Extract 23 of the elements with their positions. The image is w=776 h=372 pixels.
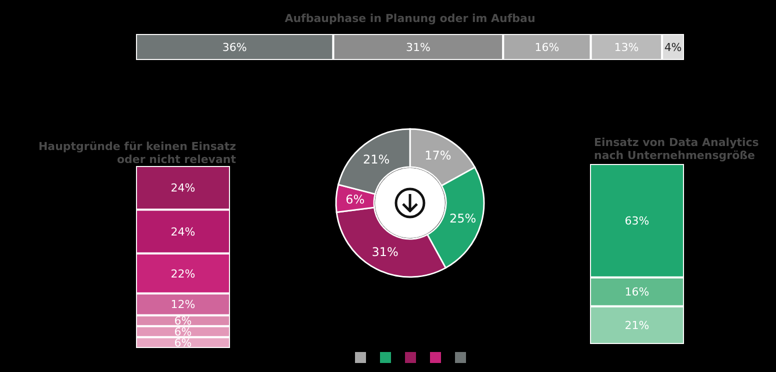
data-label: 6%	[174, 336, 192, 350]
data-label: 12%	[170, 298, 196, 312]
data-label: 31%	[372, 245, 398, 260]
data-label: 24%	[170, 225, 196, 238]
data-label: 13%	[614, 40, 639, 54]
chart-title: Einsatz von Data Analytics nach Unternehmensgröße	[594, 136, 760, 162]
data-label: 36%	[222, 40, 247, 54]
data-label: 25%	[449, 211, 476, 226]
data-label: 63%	[624, 214, 650, 228]
data-label: 21%	[624, 319, 650, 332]
data-label: 6%	[346, 192, 365, 207]
chart-title: Hauptgründe für keinen Einsatz oder nicht relevant	[37, 140, 236, 166]
data-label: 24%	[170, 182, 196, 195]
data-label: 16%	[624, 286, 650, 299]
data-label: 6%	[174, 326, 192, 339]
data-label: 16%	[534, 40, 560, 54]
data-label: 6%	[174, 314, 192, 328]
data-label: 31%	[406, 40, 430, 54]
data-label: 21%	[362, 152, 390, 167]
data-label: 17%	[424, 148, 452, 163]
chart-title: Aufbauphase in Planung oder im Aufbau	[284, 12, 536, 25]
data-label: 4%	[664, 40, 682, 54]
data-label: 22%	[170, 267, 196, 280]
